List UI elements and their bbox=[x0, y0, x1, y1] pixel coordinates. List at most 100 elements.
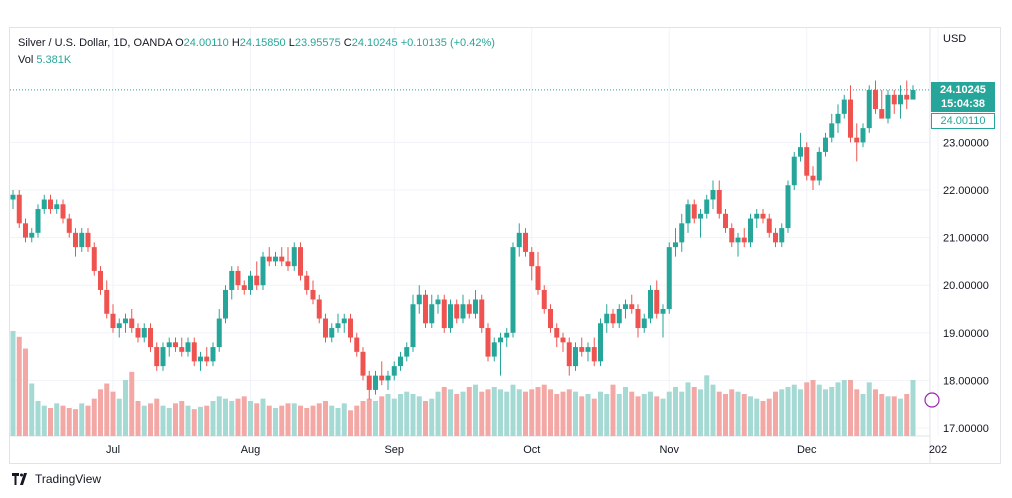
candle-body bbox=[291, 247, 297, 267]
volume-bar bbox=[866, 382, 872, 436]
candle-body bbox=[385, 375, 391, 381]
volume-bar bbox=[135, 401, 141, 436]
volume-bar bbox=[260, 398, 266, 436]
tradingview-brand[interactable]: TradingView bbox=[12, 472, 101, 486]
volume-bar bbox=[760, 401, 766, 436]
candle-body bbox=[866, 90, 872, 129]
candle-body bbox=[591, 347, 597, 362]
volume-bar bbox=[210, 401, 216, 436]
volume-bar bbox=[698, 389, 703, 436]
candle-body bbox=[160, 347, 166, 367]
volume-bar bbox=[66, 408, 72, 436]
candle-body bbox=[729, 228, 735, 243]
volume-bar bbox=[891, 396, 897, 436]
volume-bar bbox=[491, 387, 497, 436]
candle-body bbox=[166, 342, 172, 348]
low-label: L bbox=[288, 37, 295, 49]
candle-body bbox=[685, 204, 691, 224]
candle-body bbox=[485, 328, 491, 357]
volume-bar bbox=[185, 405, 191, 436]
high-value: 24.15850 bbox=[239, 37, 286, 49]
high-label: H bbox=[231, 37, 240, 49]
volume-bar bbox=[148, 403, 153, 436]
volume-bar bbox=[466, 387, 472, 436]
candle-body bbox=[191, 342, 197, 362]
candle-body bbox=[829, 123, 835, 138]
volume-bar bbox=[635, 396, 641, 436]
last-price-badge: 24.10245 15:04:38 bbox=[931, 82, 995, 112]
candle-body bbox=[704, 199, 710, 214]
volume-bar bbox=[798, 389, 803, 436]
candle-body bbox=[104, 289, 110, 314]
candle-body bbox=[660, 309, 666, 314]
candle-body bbox=[273, 256, 278, 262]
volume-bar bbox=[98, 389, 103, 436]
candle-body bbox=[66, 218, 72, 233]
volume-bar bbox=[279, 405, 285, 436]
volume-bar bbox=[166, 408, 172, 436]
volume-bar bbox=[910, 380, 916, 436]
volume-bar bbox=[10, 331, 16, 436]
volume-bar bbox=[541, 384, 547, 436]
volume-bar bbox=[216, 396, 222, 436]
volume-bar bbox=[873, 389, 878, 436]
candle-body bbox=[860, 128, 866, 143]
volume-bar bbox=[366, 398, 372, 436]
volume-bar bbox=[116, 398, 122, 436]
volume-bar bbox=[304, 408, 310, 436]
volume-bar bbox=[141, 405, 147, 436]
candle-body bbox=[854, 137, 860, 143]
volume-bar bbox=[641, 394, 647, 436]
candle-body bbox=[410, 304, 416, 348]
candle-body bbox=[216, 318, 222, 348]
candle-body bbox=[98, 270, 103, 290]
volume-bar bbox=[485, 389, 491, 436]
candle-body bbox=[810, 175, 816, 181]
volume-bar bbox=[454, 394, 460, 436]
x-tick-label: Nov bbox=[659, 444, 679, 456]
volume-bar bbox=[516, 389, 522, 436]
candlestick-chart[interactable]: 17.00000 18.00000 19.00000 20.00000 21.00000… bbox=[10, 28, 1000, 463]
candle-body bbox=[35, 209, 41, 233]
currency-label[interactable]: USD bbox=[943, 33, 967, 45]
change-value: +0.10135 (+0.42%) bbox=[400, 37, 495, 49]
candle-body bbox=[173, 342, 178, 348]
candle-body bbox=[266, 256, 272, 262]
candle-body bbox=[391, 366, 397, 376]
volume-bar bbox=[160, 405, 166, 436]
candle-body bbox=[698, 213, 703, 219]
volume-bar bbox=[416, 396, 422, 436]
volume-bar bbox=[504, 391, 510, 436]
volume-bar bbox=[385, 394, 391, 436]
volume-bar bbox=[835, 382, 841, 436]
y-tick-label: 22.00000 bbox=[943, 185, 989, 197]
candle-body bbox=[354, 337, 360, 352]
volume-bar bbox=[773, 391, 778, 436]
volume-bar bbox=[429, 398, 435, 436]
candle-body bbox=[666, 247, 672, 309]
candle-body bbox=[641, 318, 647, 329]
candle-body bbox=[566, 342, 572, 367]
candle-body bbox=[841, 99, 847, 114]
candle-body bbox=[73, 232, 78, 248]
open-label: O bbox=[175, 37, 184, 49]
volume-bar bbox=[316, 403, 322, 436]
candle-body bbox=[429, 304, 435, 324]
volume-bar bbox=[91, 398, 97, 436]
candle-body bbox=[754, 213, 760, 219]
volume-bar bbox=[110, 391, 116, 436]
candle-body bbox=[610, 313, 616, 324]
volume-bar bbox=[704, 375, 710, 436]
candle-body bbox=[598, 323, 603, 362]
candle-body bbox=[48, 199, 53, 210]
candle-body bbox=[60, 204, 66, 219]
volume-bar bbox=[329, 405, 335, 436]
volume-bar bbox=[766, 398, 772, 436]
volume-bar bbox=[654, 396, 660, 436]
volume-bar bbox=[823, 389, 828, 436]
volume-bar bbox=[791, 384, 797, 436]
candle-body bbox=[254, 275, 260, 286]
candle-body bbox=[241, 285, 247, 290]
candle-body bbox=[535, 266, 541, 290]
y-tick-label: 21.00000 bbox=[943, 233, 989, 245]
